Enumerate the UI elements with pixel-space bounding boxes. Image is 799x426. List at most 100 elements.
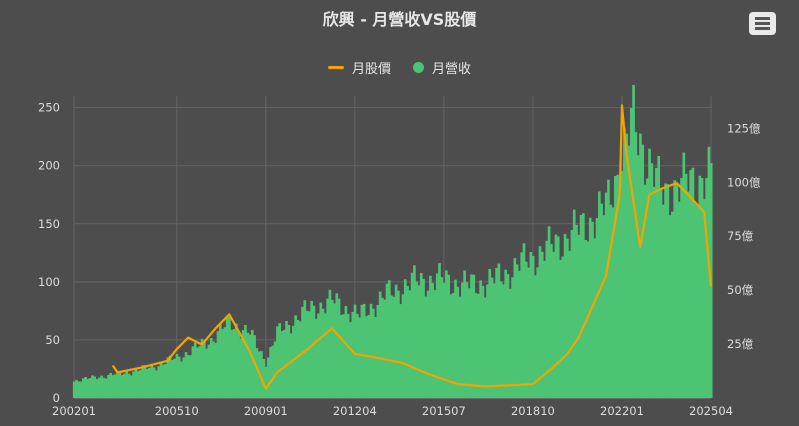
revenue-bar [447, 274, 450, 398]
y-left-tick-label: 50 [45, 333, 60, 347]
revenue-bar [100, 375, 103, 398]
y-right-tick-label: 50億 [727, 283, 754, 297]
revenue-bar [543, 260, 546, 398]
revenue-bar [645, 178, 649, 398]
revenue-bar [561, 256, 565, 398]
revenue-bar [328, 289, 332, 398]
revenue-bar [465, 282, 469, 398]
y-right-tick-label: 25億 [727, 337, 754, 351]
revenue-bar [330, 299, 334, 398]
revenue-bar [264, 366, 268, 398]
revenue-bar [157, 366, 161, 398]
legend-label-price: 月股價 [351, 62, 391, 77]
revenue-bar [666, 184, 670, 398]
revenue-bar [700, 177, 704, 398]
revenue-bar [445, 270, 448, 398]
revenue-bar [534, 275, 537, 398]
revenue-bar [502, 284, 505, 398]
y-right-tick-label: 100億 [727, 175, 761, 189]
x-tick-label: 200510 [155, 404, 199, 418]
revenue-bar [223, 327, 227, 398]
revenue-bar [671, 211, 674, 398]
revenue-bar [595, 218, 599, 398]
revenue-bar [333, 303, 336, 398]
revenue-bar [499, 281, 503, 398]
revenue-bar [344, 305, 348, 398]
revenue-bar [326, 298, 329, 398]
revenue-bar [456, 286, 460, 398]
revenue-bar [504, 269, 508, 398]
revenue-bar [460, 282, 464, 398]
revenue-bar [241, 330, 245, 398]
revenue-bar [575, 224, 578, 398]
revenue-bar [664, 183, 667, 398]
revenue-bar [451, 292, 455, 398]
revenue-bar [205, 348, 208, 398]
revenue-bar [705, 177, 708, 398]
revenue-bar [652, 186, 656, 398]
revenue-bar [579, 214, 583, 398]
revenue-bar [655, 167, 658, 398]
revenue-bar [698, 175, 702, 398]
revenue-bar [602, 215, 606, 398]
revenue-bar [454, 279, 457, 398]
chart-menu-button[interactable] [749, 12, 776, 35]
revenue-bar [538, 246, 542, 398]
revenue-bar [481, 285, 485, 398]
revenue-bar [216, 331, 220, 398]
revenue-bar [207, 344, 211, 398]
revenue-bar [483, 297, 487, 398]
revenue-bar [431, 282, 434, 398]
revenue-bar [145, 368, 149, 398]
revenue-bar [417, 285, 421, 398]
revenue-bar [355, 313, 359, 398]
revenue-bar [269, 347, 272, 398]
revenue-bar [289, 333, 293, 398]
revenue-bar [164, 364, 167, 398]
revenue-bar [426, 290, 430, 398]
revenue-bar [524, 261, 528, 398]
revenue-bar [383, 299, 387, 398]
revenue-bar [187, 355, 190, 398]
revenue-bar [113, 374, 117, 398]
hamburger-icon-bar [755, 17, 770, 20]
revenue-bar [586, 241, 590, 398]
revenue-bar [132, 371, 135, 398]
revenue-bar [168, 355, 172, 398]
revenue-bar [476, 293, 480, 398]
revenue-bar [520, 252, 524, 398]
revenue-bar [248, 334, 252, 398]
x-tick-label: 202201 [600, 404, 644, 418]
revenue-bar [292, 325, 295, 398]
revenue-bar [77, 381, 81, 398]
revenue-bar [218, 323, 222, 398]
legend-item-revenue[interactable]: 月營收 [413, 58, 471, 77]
revenue-bar [189, 355, 192, 398]
revenue-bar [346, 313, 350, 398]
revenue-bar [305, 310, 309, 398]
revenue-bar [611, 207, 615, 398]
revenue-bar [371, 308, 375, 398]
revenue-bar [529, 251, 533, 398]
revenue-bar [102, 377, 106, 398]
revenue-bar [182, 357, 186, 398]
legend-item-price[interactable]: 月股價 [327, 58, 391, 77]
revenue-bar [237, 331, 240, 398]
revenue-bar [228, 316, 231, 398]
revenue-bar [203, 341, 206, 398]
revenue-bar [609, 204, 613, 398]
revenue-bar [522, 243, 526, 398]
revenue-bar [433, 290, 437, 398]
revenue-bar [625, 133, 629, 398]
revenue-bar [95, 379, 99, 398]
revenue-bar [390, 295, 393, 398]
revenue-bar [360, 304, 364, 398]
revenue-bar [79, 381, 83, 398]
revenue-bar [632, 84, 635, 398]
revenue-bar [572, 209, 576, 398]
revenue-bar [408, 290, 412, 398]
revenue-bar [385, 283, 389, 398]
revenue-bar [518, 270, 521, 398]
revenue-bar [545, 240, 549, 398]
revenue-bar [687, 191, 690, 398]
